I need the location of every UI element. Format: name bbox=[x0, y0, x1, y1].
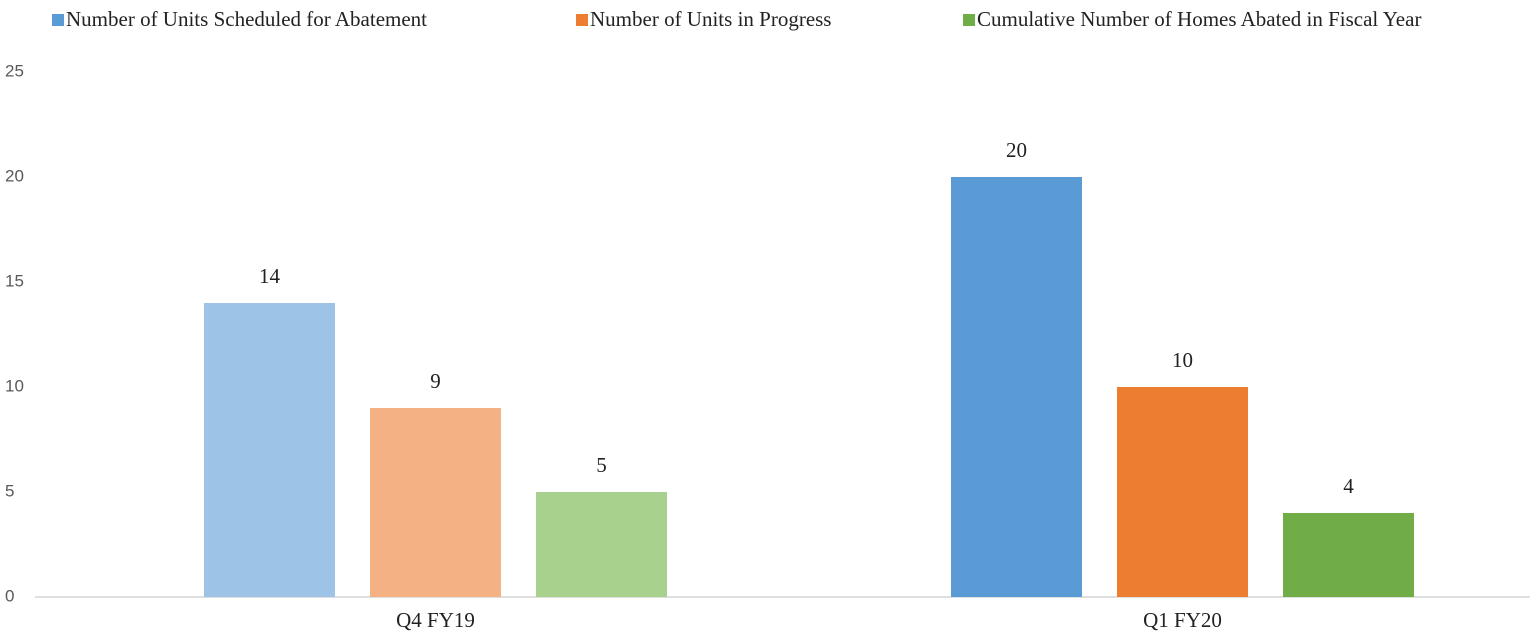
legend-label: Cumulative Number of Homes Abated in Fis… bbox=[977, 7, 1421, 31]
bar bbox=[536, 492, 667, 597]
legend-swatch bbox=[963, 14, 975, 26]
bar bbox=[1283, 513, 1414, 597]
y-tick-label: 5 bbox=[5, 481, 14, 500]
y-tick-label: 10 bbox=[5, 376, 24, 395]
bar bbox=[951, 177, 1082, 597]
legend-label: Number of Units Scheduled for Abatement bbox=[66, 7, 427, 31]
legend-label: Number of Units in Progress bbox=[590, 7, 831, 31]
y-tick-label: 0 bbox=[5, 586, 14, 605]
y-tick-label: 15 bbox=[5, 271, 24, 290]
y-tick-label: 25 bbox=[5, 61, 24, 80]
value-label: 20 bbox=[1006, 138, 1027, 162]
value-label: 14 bbox=[259, 264, 281, 288]
value-label: 9 bbox=[430, 369, 441, 393]
bar bbox=[1117, 387, 1248, 597]
bar bbox=[370, 408, 501, 597]
y-tick-label: 20 bbox=[5, 166, 24, 185]
value-label: 4 bbox=[1343, 474, 1354, 498]
x-tick-label: Q1 FY20 bbox=[1143, 608, 1222, 632]
bar bbox=[204, 303, 335, 597]
value-label: 5 bbox=[596, 453, 607, 477]
legend-swatch bbox=[52, 14, 64, 26]
legend-swatch bbox=[576, 14, 588, 26]
value-label: 10 bbox=[1172, 348, 1193, 372]
x-tick-label: Q4 FY19 bbox=[396, 608, 475, 632]
